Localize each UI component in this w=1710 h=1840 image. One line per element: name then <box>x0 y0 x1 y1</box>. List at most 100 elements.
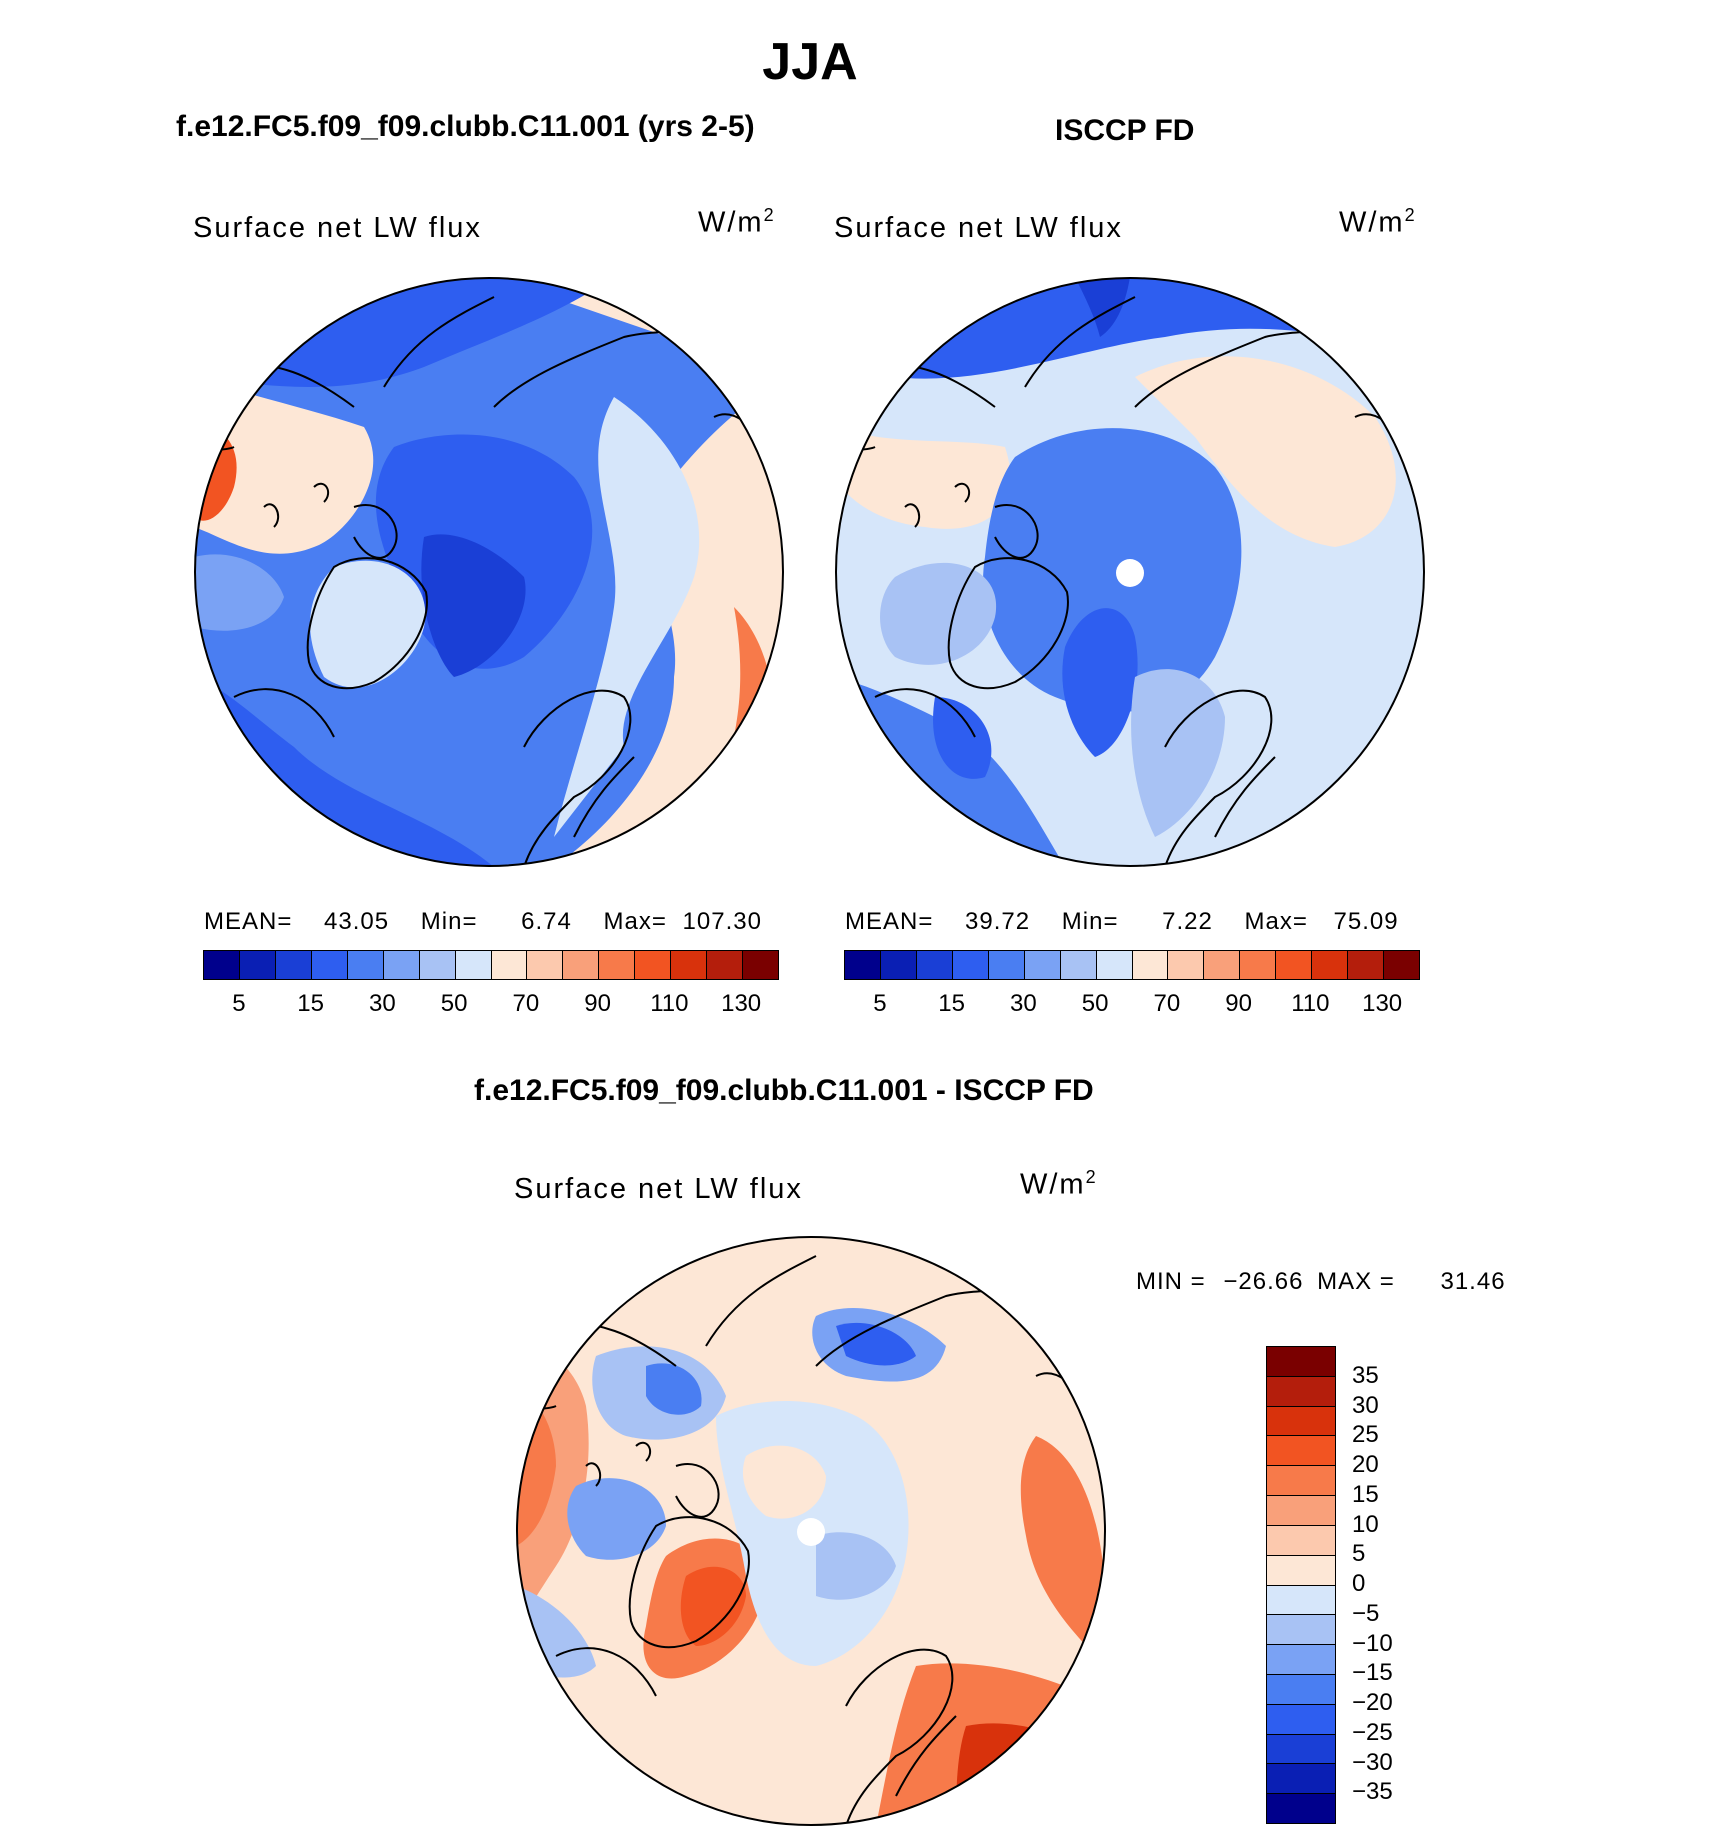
colorbar-tick-label: 15 <box>1352 1480 1379 1508</box>
colorbar-swatch <box>1267 1406 1335 1437</box>
colorbar-tick-label: 110 <box>1291 990 1330 1017</box>
colorbar-tick-label: 90 <box>1225 990 1252 1017</box>
colorbar-swatch <box>988 951 1025 979</box>
panel3-stats: MIN = −26.66 MAX = 31.46 <box>1136 1268 1506 1296</box>
colorbar-tick-label: 20 <box>1352 1451 1379 1478</box>
panel1-variable-label: Surface net LW flux <box>193 212 482 244</box>
colorbar-swatch <box>1204 951 1241 979</box>
colorbar-tick-label: 25 <box>1352 1421 1379 1449</box>
colorbar-swatch <box>1132 951 1169 979</box>
colorbar-tick-label: −20 <box>1352 1689 1393 1716</box>
colorbar-swatch <box>1267 1466 1335 1497</box>
colorbar-tick-label: −25 <box>1352 1718 1393 1746</box>
colorbar-tick-label: 0 <box>1352 1570 1366 1597</box>
panel1-units: W/m2 <box>698 205 776 240</box>
colorbar-swatch <box>239 951 276 979</box>
colorbar-swatch <box>1267 1764 1335 1795</box>
panel1-stats: MEAN= 43.05 Min= 6.74 Max= 107.30 <box>204 908 762 936</box>
colorbar-tick-label: 70 <box>1153 990 1181 1017</box>
colorbar-swatch <box>1267 1794 1335 1823</box>
colorbar-swatch <box>311 951 348 979</box>
colorbar-tick-label: 30 <box>1352 1391 1379 1419</box>
colorbar-tick-label: 90 <box>584 990 611 1017</box>
colorbar-swatch <box>1168 951 1205 979</box>
colorbar-swatch <box>916 951 953 979</box>
panel1-case-title: f.e12.FC5.f09_f09.clubb.C11.001 (yrs 2-5… <box>176 110 755 143</box>
colorbar-tick-label: 30 <box>1010 990 1037 1017</box>
panel2-min-label: Min= <box>1061 908 1119 935</box>
panel2-units: W/m2 <box>1339 205 1417 240</box>
colorbar-swatch <box>347 951 384 979</box>
colorbar-tick-label: 10 <box>1352 1510 1379 1538</box>
colorbar-swatch <box>204 951 240 979</box>
colorbar-swatch <box>1240 951 1277 979</box>
panel2-units-base: W/m <box>1339 206 1405 239</box>
colorbar-tick-label: 35 <box>1352 1361 1379 1389</box>
colorbar-swatch <box>1096 951 1133 979</box>
colorbar-swatch <box>491 951 528 979</box>
colorbar-tick-label: 5 <box>873 990 887 1017</box>
panel2-polar-map <box>835 277 1425 867</box>
panel1-max-label: Max= <box>603 908 667 935</box>
colorbar-swatch <box>635 951 672 979</box>
colorbar-tick-label: 5 <box>1352 1540 1366 1568</box>
colorbar-swatch <box>707 951 744 979</box>
colorbar-tick-label: −15 <box>1352 1659 1393 1687</box>
colorbar-swatch <box>1276 951 1313 979</box>
panel3-units-base: W/m <box>1020 1168 1086 1201</box>
colorbar-tick-label: 30 <box>369 990 396 1017</box>
panel2-min-value: 7.22 <box>1162 908 1213 935</box>
colorbar-swatch <box>1024 951 1061 979</box>
panel1-units-base: W/m <box>698 206 764 239</box>
panel1-mean-label: MEAN= <box>204 908 293 935</box>
colorbar-swatch <box>1267 1376 1335 1407</box>
colorbar-swatch <box>1267 1436 1335 1467</box>
colorbar-tick-label: 130 <box>1362 990 1403 1017</box>
colorbar-swatch <box>1267 1704 1335 1735</box>
colorbar-swatch <box>1312 951 1349 979</box>
colorbar-swatch <box>1384 951 1419 979</box>
colorbar-swatch <box>275 951 312 979</box>
colorbar-swatch <box>1267 1674 1335 1705</box>
panel2-max-value: 75.09 <box>1333 908 1399 935</box>
colorbar-swatch <box>743 951 778 979</box>
panel3-units: W/m2 <box>1020 1167 1098 1202</box>
colorbar-swatch <box>563 951 600 979</box>
panel2-stats: MEAN= 39.72 Min= 7.22 Max= 75.09 <box>845 908 1399 936</box>
colorbar-tick-label: −5 <box>1352 1599 1380 1627</box>
panel1-min-value: 6.74 <box>521 908 572 935</box>
panel1-min-label: Min= <box>420 908 478 935</box>
panel2-units-exp: 2 <box>1404 205 1417 225</box>
colorbar-swatch <box>952 951 989 979</box>
colorbar-swatch <box>383 951 420 979</box>
colorbar-swatch <box>1267 1555 1335 1586</box>
panel2-case-title: ISCCP FD <box>1055 114 1195 147</box>
panel3-polar-map <box>516 1236 1106 1826</box>
panel3-variable-label: Surface net LW flux <box>514 1173 803 1205</box>
colorbar-swatch <box>880 951 917 979</box>
panel2-max-label: Max= <box>1244 908 1308 935</box>
colorbar-swatch <box>599 951 636 979</box>
panel3-max-value: 31.46 <box>1440 1268 1506 1295</box>
colorbar-swatch <box>1267 1496 1335 1526</box>
colorbar-swatch <box>455 951 492 979</box>
colorbar-swatch <box>1267 1585 1335 1616</box>
panel1-colorbar <box>203 950 779 980</box>
colorbar-swatch <box>1060 951 1097 979</box>
panel1-polar-map <box>194 277 784 867</box>
colorbar-tick-label: 5 <box>232 990 246 1017</box>
colorbar-swatch <box>1348 951 1385 979</box>
colorbar-swatch <box>1267 1347 1335 1377</box>
colorbar-swatch <box>845 951 881 979</box>
panel1-max-value: 107.30 <box>682 908 762 935</box>
panel2-variable-label: Surface net LW flux <box>834 212 1123 244</box>
panel3-min-label: MIN = <box>1136 1268 1206 1295</box>
panel1-units-exp: 2 <box>763 205 776 225</box>
colorbar-tick-label: −10 <box>1352 1629 1393 1657</box>
colorbar-tick-label: 70 <box>512 990 540 1017</box>
colorbar-swatch <box>1267 1615 1335 1646</box>
panel2-mean-label: MEAN= <box>845 908 934 935</box>
colorbar-tick-label: −35 <box>1352 1778 1393 1806</box>
panel1-mean-value: 43.05 <box>324 908 390 935</box>
colorbar-swatch <box>1267 1734 1335 1765</box>
